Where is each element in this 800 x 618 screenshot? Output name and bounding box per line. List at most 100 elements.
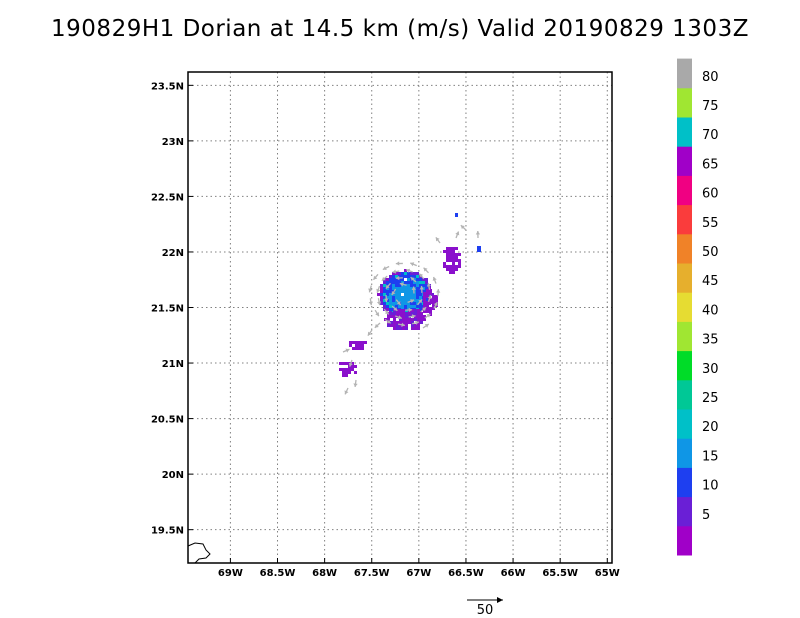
radar-cell	[405, 321, 408, 324]
wind-arrow	[475, 230, 481, 239]
radar-cell	[389, 308, 392, 311]
radar-cell	[426, 289, 429, 292]
radar-cell	[423, 298, 426, 301]
radar-cell	[449, 253, 452, 256]
radar-cell	[393, 309, 396, 312]
radar-cell	[411, 318, 414, 321]
radar-cell	[396, 324, 399, 327]
radar-cell	[386, 308, 389, 311]
radar-cell	[402, 315, 405, 318]
radar-cell	[410, 284, 413, 287]
radar-cell	[446, 250, 449, 253]
radar-cell	[402, 312, 405, 315]
radar-cell	[392, 299, 395, 302]
radar-cell	[387, 318, 390, 321]
radar-cell	[349, 344, 352, 347]
radar-cell	[425, 299, 428, 302]
radar-cell	[392, 284, 395, 287]
radar-cell	[342, 362, 345, 365]
radar-cell	[422, 290, 425, 293]
radar-cell	[410, 287, 413, 290]
radar-cell	[416, 296, 419, 299]
colorbar-swatch	[677, 233, 692, 264]
radar-cell	[355, 347, 358, 350]
wind-arrow	[395, 275, 403, 281]
radar-cell	[398, 281, 401, 284]
wind-arrow	[397, 322, 406, 327]
radar-cell	[393, 327, 396, 330]
radar-cell	[389, 287, 392, 290]
radar-cell	[458, 262, 461, 265]
radar-cell	[398, 299, 401, 302]
radar-cell	[413, 293, 416, 296]
radar-cell	[410, 272, 413, 275]
radar-cell	[354, 371, 357, 374]
radar-cell	[425, 284, 428, 287]
radar-cell	[425, 281, 428, 284]
radar-cell	[349, 341, 352, 344]
radar-cell	[386, 293, 389, 296]
radar-cell	[392, 272, 395, 275]
colorbar-label: 55	[702, 216, 719, 231]
radar-cell	[392, 293, 395, 296]
radar-cell	[446, 247, 449, 250]
radar-cell	[416, 287, 419, 290]
radar-cell	[414, 315, 417, 318]
radar-cell	[413, 299, 416, 302]
radar-cell	[383, 305, 386, 308]
radar-cell	[455, 256, 458, 259]
radar-cell	[386, 290, 389, 293]
radar-cell	[426, 295, 429, 298]
radar-cell	[413, 305, 416, 308]
radar-cell	[405, 318, 408, 321]
radar-cell	[364, 341, 367, 344]
radar-cell	[449, 259, 452, 262]
radar-cell	[405, 315, 408, 318]
radar-cell	[345, 371, 348, 374]
x-tick-label: 68.5W	[260, 568, 296, 579]
colorbar-swatch	[677, 409, 692, 439]
radar-cell	[396, 312, 399, 315]
radar-cell	[413, 281, 416, 284]
radar-cell	[422, 284, 425, 287]
radar-cell	[395, 302, 398, 305]
x-tick-label: 69W	[218, 568, 243, 579]
radar-cell	[399, 327, 402, 330]
wind-arrow	[391, 305, 398, 312]
x-tick-label: 67W	[406, 568, 431, 579]
radar-cell	[401, 302, 404, 305]
radar-cell	[380, 296, 383, 299]
radar-cell	[380, 302, 383, 305]
radar-cell	[405, 312, 408, 315]
radar-cell	[380, 293, 383, 296]
radar-cell	[395, 278, 398, 281]
wind-arrow	[436, 289, 441, 297]
radar-cell	[407, 290, 410, 293]
radar-cell	[413, 272, 416, 275]
radar-cell	[419, 296, 422, 299]
radar-cell	[386, 302, 389, 305]
radar-cell	[396, 321, 399, 324]
wind-arrow	[427, 295, 432, 303]
radar-cell	[404, 290, 407, 293]
radar-cell	[401, 287, 404, 290]
radar-cell	[452, 256, 455, 259]
wind-arrow	[395, 261, 403, 266]
wind-arrow	[424, 313, 431, 319]
radar-cell	[446, 268, 449, 271]
radar-cell	[392, 278, 395, 281]
colorbar-swatch	[677, 204, 692, 235]
radar-cell	[417, 327, 420, 330]
wind-arrow	[405, 307, 413, 313]
radar-cell	[420, 312, 423, 315]
radar-cell	[345, 362, 348, 365]
radar-cell	[435, 295, 438, 298]
colorbar-swatch	[677, 175, 692, 206]
radar-cell	[429, 307, 432, 310]
radar-cell	[361, 347, 364, 350]
radar-cell	[446, 259, 449, 262]
wind-arrow	[392, 269, 400, 274]
wind-arrow	[433, 301, 438, 309]
radar-cell	[423, 292, 426, 295]
